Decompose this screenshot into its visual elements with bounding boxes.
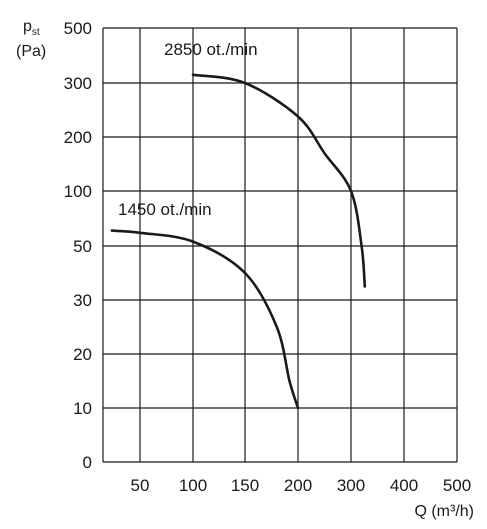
- y-tick-label: 500: [64, 19, 92, 38]
- y-tick-label: 10: [73, 399, 92, 418]
- y-axis-label: pst: [23, 18, 40, 38]
- grid: [102, 27, 458, 463]
- x-tick-label: 400: [390, 476, 418, 495]
- curve-series-2850: [191, 73, 367, 288]
- x-tick-label: 300: [337, 476, 365, 495]
- y-tick-label: 30: [73, 291, 92, 310]
- label-series-1450: 1450 ot./min: [118, 200, 212, 219]
- series-labels: 2850 ot./min 1450 ot./min: [118, 40, 258, 219]
- y-axis-unit: (Pa): [16, 43, 46, 60]
- curves: [110, 73, 367, 410]
- x-tick-label: 200: [284, 476, 312, 495]
- y-tick-label: 300: [64, 74, 92, 93]
- x-tick-label: 50: [131, 476, 150, 495]
- y-tick-label: 50: [73, 237, 92, 256]
- curve-series-1450: [110, 229, 300, 410]
- x-tick-label: 500: [443, 476, 471, 495]
- x-tick-label: 100: [179, 476, 207, 495]
- x-tick-label: 150: [231, 476, 259, 495]
- y-tick-label: 20: [73, 345, 92, 364]
- y-axis-label-sub: st: [32, 27, 40, 38]
- y-tick-label: 0: [83, 453, 92, 472]
- y-tick-label: 200: [64, 128, 92, 147]
- y-tick-label: 100: [64, 182, 92, 201]
- x-tick-labels: 50 100 150 200 300 400 500: [131, 476, 472, 495]
- y-axis-label-main: p: [23, 18, 32, 35]
- label-series-2850: 2850 ot./min: [164, 40, 258, 59]
- x-axis-label: Q (m³/h): [414, 503, 474, 520]
